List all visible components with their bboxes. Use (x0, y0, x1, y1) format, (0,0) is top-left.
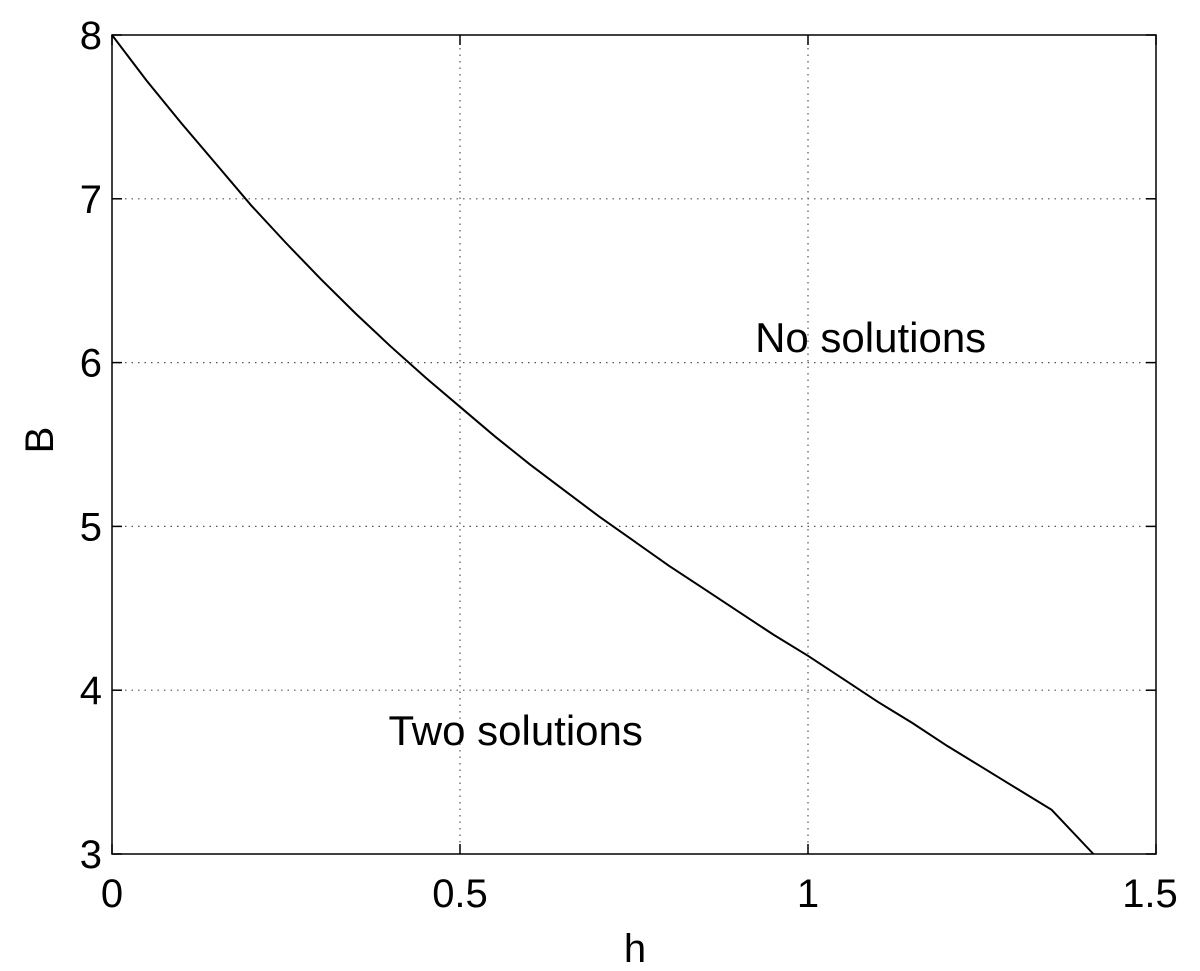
y-tick-label: 5 (80, 505, 102, 549)
region-annotation: No solutions (755, 314, 986, 361)
annotations: No solutions Two solutions (388, 314, 986, 754)
grid-lines (112, 35, 1156, 854)
y-tick-label: 4 (80, 669, 102, 713)
x-axis-label: h (624, 927, 646, 971)
region-annotation: Two solutions (388, 707, 642, 754)
x-axis-tick-labels: 0 0.5 1 1.5 (101, 872, 1178, 916)
boundary-curve (111, 34, 1095, 855)
x-tick-label: 1.5 (1122, 872, 1178, 916)
x-tick-label: 1 (797, 872, 819, 916)
y-tick-label: 6 (80, 342, 102, 386)
y-tick-label: 7 (80, 178, 102, 222)
y-axis-tick-labels: 3 4 5 6 7 8 (80, 14, 102, 877)
plot-area-frame (111, 34, 1157, 855)
y-tick-label: 3 (80, 833, 102, 877)
y-axis-label: B (18, 427, 62, 454)
y-tick-label: 8 (80, 14, 102, 58)
x-tick-label: 0.5 (432, 872, 488, 916)
axis-ticks (111, 34, 1157, 855)
x-tick-label: 0 (101, 872, 123, 916)
